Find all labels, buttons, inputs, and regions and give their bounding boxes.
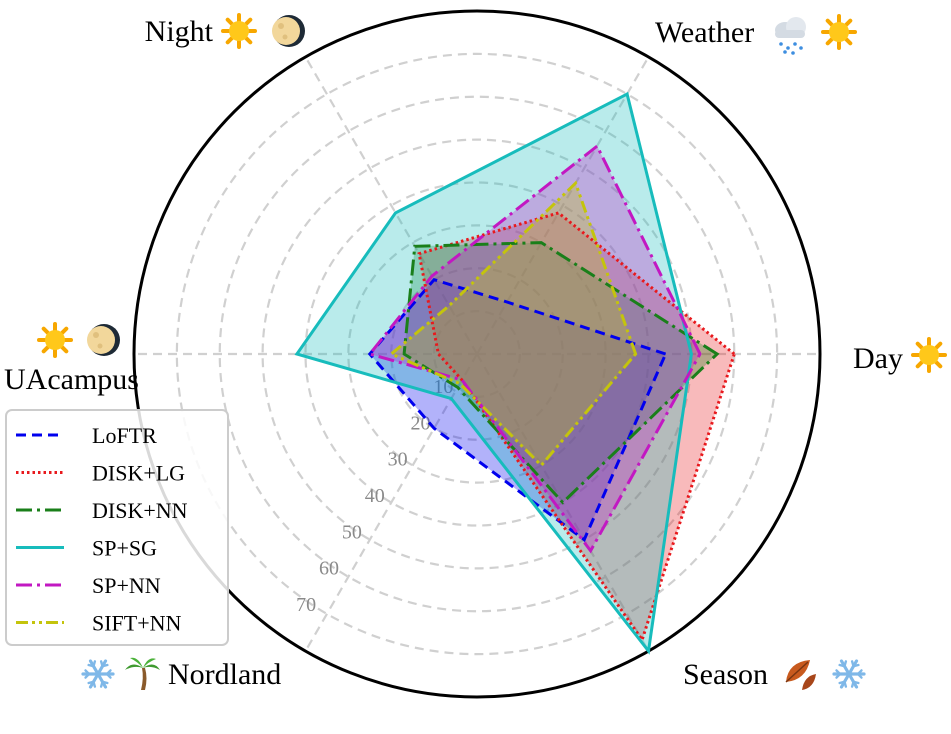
axis-label-nordland: Nordland <box>168 658 281 691</box>
sun-icon <box>821 14 857 50</box>
legend-box <box>5 409 229 646</box>
moon-icon <box>87 324 120 356</box>
series-lines <box>294 91 737 655</box>
outer-frame <box>132 9 822 699</box>
series-area-disk-nn <box>404 242 718 503</box>
legend-entry-label: SP+SG <box>92 536 157 561</box>
palm-tree-icon <box>125 657 160 690</box>
legend: LoFTR DISK+LG DISK+NN SP+SG SP+NN SIFT+NN <box>5 409 229 646</box>
legend-entry-label: DISK+NN <box>92 498 188 523</box>
grid-ring <box>390 267 564 441</box>
axis-label-day: Day <box>853 342 903 375</box>
grid-spoke <box>304 56 478 355</box>
sun-icon <box>911 337 947 373</box>
legend-entry-label: LoFTR <box>92 423 157 448</box>
series-line-loftr <box>367 277 668 543</box>
axis-label-uacampus: UAcampus <box>4 363 139 396</box>
series-area-sift-nn <box>391 183 636 466</box>
radial-tick-label: 20 <box>410 412 430 434</box>
legend-entry-label: SIFT+NN <box>92 611 182 636</box>
radial-tick-label: 30 <box>388 449 408 471</box>
grid-ring <box>433 310 521 398</box>
snowflake-icon <box>81 659 115 689</box>
legend-entry-label: SP+NN <box>92 573 161 598</box>
legend-entry-label: DISK+LG <box>92 461 185 486</box>
radial-tick-label: 60 <box>319 558 339 580</box>
rain-cloud-icon <box>775 17 806 55</box>
series-line-sift-nn <box>388 180 638 468</box>
axis-labels: Day Weather Night UAcampus Nordland Season <box>4 13 947 691</box>
axis-label-night: Night <box>145 15 214 48</box>
radial-tick-label: 40 <box>365 485 385 507</box>
axis-label-weather: Weather <box>655 16 754 49</box>
sun-icon <box>221 13 257 49</box>
radial-tick-label: 50 <box>342 521 362 543</box>
snowflake-icon <box>832 659 866 689</box>
moon-icon <box>272 15 305 47</box>
sun-icon <box>37 322 73 358</box>
series-line-sp-nn <box>367 143 702 554</box>
axis-label-season: Season <box>683 658 768 691</box>
grid-spoke <box>476 56 650 355</box>
grid-spoke <box>304 353 478 652</box>
autumn-leaf-icon <box>785 660 816 690</box>
series-line-disk-nn <box>402 241 720 505</box>
series-area-disk-lg <box>419 212 735 640</box>
series-line-sp-sg <box>294 91 693 655</box>
radial-tick-label: 70 <box>296 594 316 616</box>
